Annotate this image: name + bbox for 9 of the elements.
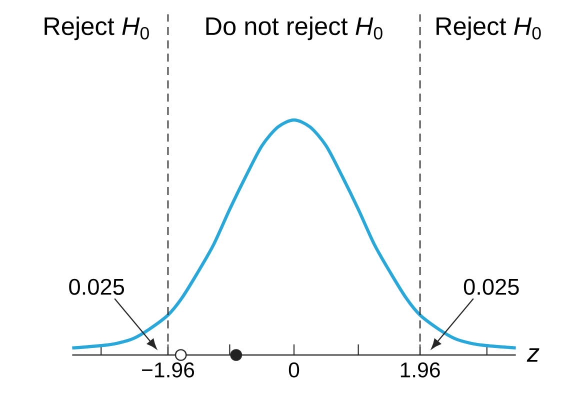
text: Reject H$_{0}$ [436,16,541,40]
text: Reject H$_{0}$ [44,16,149,40]
x-tick-label: 1.96 [400,362,440,378]
text: Do not reject H$_{0}$ [206,16,382,40]
annotation: 0.025 [69,278,124,295]
x-axis-title: z [526,348,540,362]
x-tick-label: 0 [288,362,300,378]
x-tick-label: −1.96 [142,362,194,378]
annotation: 0.025 [464,278,519,295]
